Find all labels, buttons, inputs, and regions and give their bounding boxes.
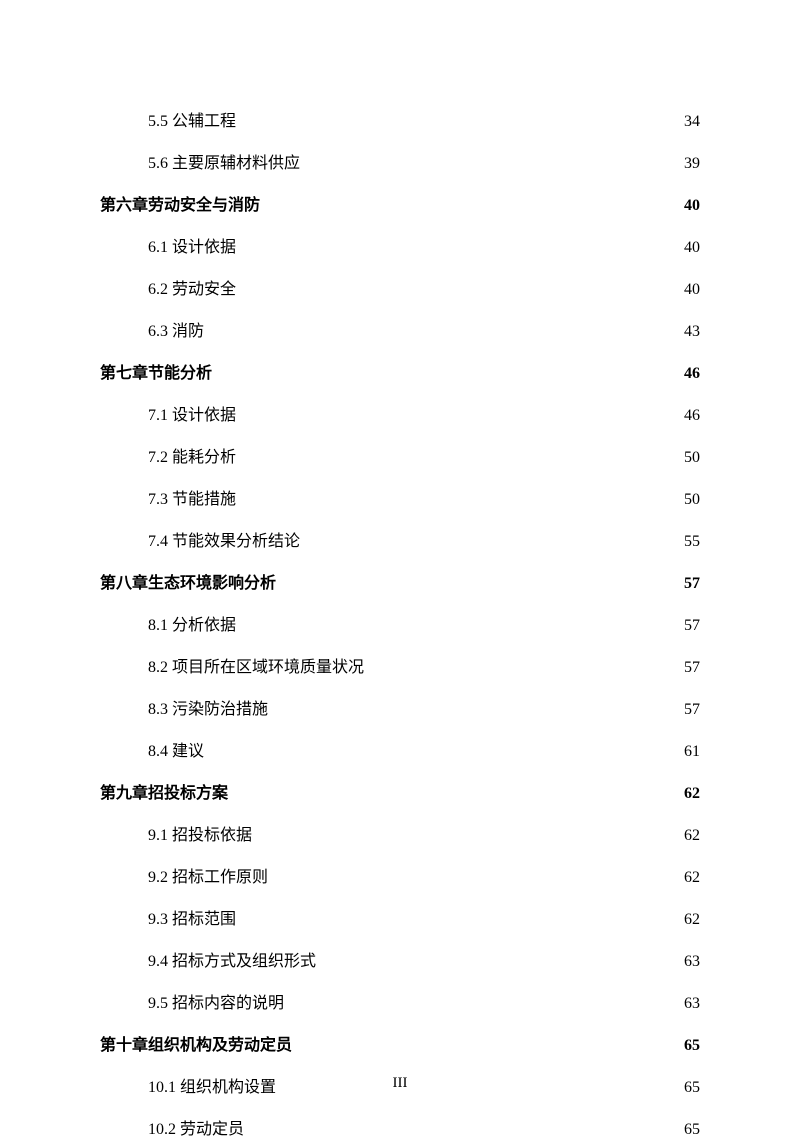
toc-entry-label: 6.1 设计依据 [148,236,236,260]
toc-entry-page: 34 [684,110,700,134]
toc-section-row: 9.1 招投标依据 62 [148,824,700,848]
toc-chapter-row: 第七章节能分析 46 [100,362,700,386]
toc-entry-label: 10.2 劳动定员 [148,1118,244,1142]
toc-entry-label: 8.4 建议 [148,740,204,764]
toc-section-row: 8.3 污染防治措施 57 [148,698,700,722]
toc-section-row: 8.2 项目所在区域环境质量状况 57 [148,656,700,680]
toc-chapter-row: 第六章劳动安全与消防 40 [100,194,700,218]
toc-entry-page: 46 [684,404,700,428]
toc-section-row: 8.1 分析依据 57 [148,614,700,638]
toc-entry-page: 63 [684,992,700,1016]
toc-entry-label: 9.1 招投标依据 [148,824,252,848]
toc-section-row: 5.6 主要原辅材料供应 39 [148,152,700,176]
toc-entry-label: 7.4 节能效果分析结论 [148,530,300,554]
toc-chapter-row: 第十章组织机构及劳动定员 65 [100,1034,700,1058]
toc-section-row: 7.1 设计依据 46 [148,404,700,428]
toc-entry-page: 40 [684,236,700,260]
toc-entry-page: 62 [684,824,700,848]
toc-entry-page: 50 [684,488,700,512]
toc-entry-label: 7.1 设计依据 [148,404,236,428]
toc-entry-label: 9.2 招标工作原则 [148,866,268,890]
toc-entry-label: 第十章组织机构及劳动定员 [100,1034,292,1058]
toc-section-row: 9.4 招标方式及组织形式 63 [148,950,700,974]
toc-entry-label: 第九章招投标方案 [100,782,228,806]
toc-entry-page: 63 [684,950,700,974]
toc-entry-page: 55 [684,530,700,554]
toc-entry-page: 57 [684,656,700,680]
toc-section-row: 9.2 招标工作原则 62 [148,866,700,890]
toc-entry-page: 46 [684,362,700,386]
toc-entry-label: 8.1 分析依据 [148,614,236,638]
toc-entry-label: 5.6 主要原辅材料供应 [148,152,300,176]
toc-entry-label: 7.3 节能措施 [148,488,236,512]
toc-section-row: 10.2 劳动定员 65 [148,1118,700,1142]
toc-chapter-row: 第八章生态环境影响分析 57 [100,572,700,596]
toc-section-row: 5.5 公辅工程 34 [148,110,700,134]
toc-entry-label: 9.4 招标方式及组织形式 [148,950,316,974]
toc-entry-label: 8.3 污染防治措施 [148,698,268,722]
table-of-contents: 5.5 公辅工程 345.6 主要原辅材料供应 39第六章劳动安全与消防 406… [100,110,700,1142]
toc-section-row: 6.2 劳动安全 40 [148,278,700,302]
toc-entry-label: 7.2 能耗分析 [148,446,236,470]
toc-entry-page: 57 [684,698,700,722]
toc-entry-page: 40 [684,278,700,302]
toc-section-row: 6.3 消防 43 [148,320,700,344]
toc-section-row: 9.3 招标范围 62 [148,908,700,932]
toc-chapter-row: 第九章招投标方案 62 [100,782,700,806]
toc-entry-page: 39 [684,152,700,176]
toc-entry-label: 9.5 招标内容的说明 [148,992,284,1016]
toc-section-row: 8.4 建议 61 [148,740,700,764]
toc-entry-label: 第八章生态环境影响分析 [100,572,276,596]
toc-entry-page: 65 [684,1118,700,1142]
toc-entry-page: 43 [684,320,700,344]
toc-entry-page: 62 [684,866,700,890]
toc-section-row: 7.4 节能效果分析结论 55 [148,530,700,554]
page-number: III [0,1075,800,1092]
toc-entry-label: 第七章节能分析 [100,362,212,386]
toc-entry-page: 62 [684,782,700,806]
toc-entry-label: 第六章劳动安全与消防 [100,194,260,218]
toc-section-row: 6.1 设计依据 40 [148,236,700,260]
toc-entry-label: 6.2 劳动安全 [148,278,236,302]
toc-entry-page: 50 [684,446,700,470]
toc-entry-page: 57 [684,614,700,638]
toc-section-row: 9.5 招标内容的说明 63 [148,992,700,1016]
toc-entry-label: 8.2 项目所在区域环境质量状况 [148,656,364,680]
toc-section-row: 7.2 能耗分析 50 [148,446,700,470]
toc-entry-page: 40 [684,194,700,218]
toc-entry-label: 6.3 消防 [148,320,204,344]
toc-entry-page: 61 [684,740,700,764]
toc-entry-page: 62 [684,908,700,932]
toc-section-row: 7.3 节能措施 50 [148,488,700,512]
toc-entry-page: 65 [684,1034,700,1058]
toc-entry-label: 9.3 招标范围 [148,908,236,932]
toc-entry-page: 57 [684,572,700,596]
toc-entry-label: 5.5 公辅工程 [148,110,236,134]
